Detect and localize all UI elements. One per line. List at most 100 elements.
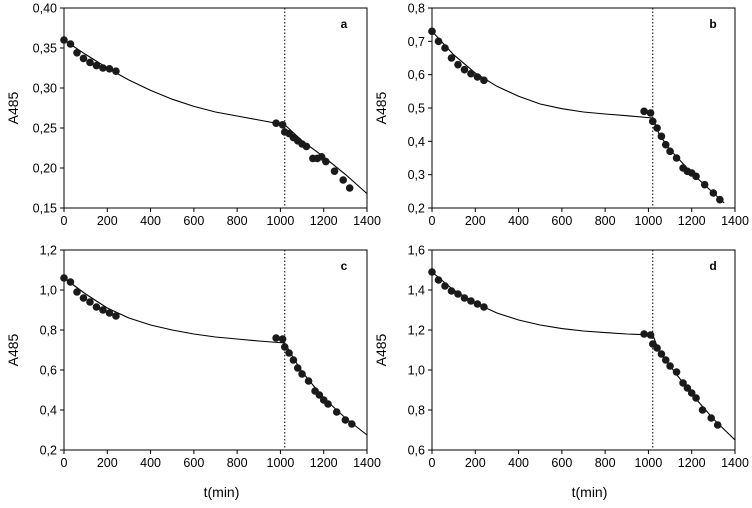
y-tick-label: 0,35 [33, 42, 57, 56]
data-point [700, 180, 709, 189]
x-tick-label: 1200 [678, 456, 706, 470]
data-point [92, 303, 101, 311]
x-tick-label: 800 [227, 214, 248, 228]
data-point [105, 65, 114, 73]
data-point [293, 364, 302, 372]
x-tick-label: 0 [429, 214, 436, 228]
data-point [454, 60, 462, 69]
data-point [716, 195, 724, 204]
x-tick-label: 0 [429, 456, 436, 470]
data-point [666, 362, 674, 370]
plot-frame [63, 7, 368, 209]
data-point [112, 312, 120, 320]
data-point [92, 61, 101, 70]
panel-b: 0 200 400 600 800 1000 1200 1400 0,2 0,3 0,4 0,5 0,6… [373, 2, 749, 229]
data-point [441, 44, 449, 52]
data-point [66, 278, 75, 286]
data-point [272, 119, 280, 127]
x-tick-label: 600 [551, 456, 572, 470]
data-point [454, 290, 462, 298]
data-point [648, 117, 657, 126]
data-point [467, 297, 475, 305]
plot-frame [63, 249, 368, 451]
x-tick-label: 1400 [721, 456, 749, 470]
data-point [332, 408, 341, 416]
data-point [278, 121, 287, 129]
x-tick-label: 800 [227, 456, 248, 470]
panel-d: 0 200 400 600 800 1000 1200 1400 0,6 0,8 1,0 1,2 1,4… [373, 244, 749, 501]
y-tick-label: 1,0 [408, 364, 425, 378]
x-tick-label: 1200 [310, 456, 338, 470]
y-tick-label: 0,4 [40, 404, 57, 418]
data-point [473, 73, 482, 81]
y-tick-label: 0,5 [408, 102, 425, 116]
x-tick-label: 1200 [310, 214, 338, 228]
y-tick-label: 0,3 [408, 168, 425, 182]
data-point [640, 330, 648, 338]
data-point [480, 76, 488, 85]
x-tick-label: 200 [465, 456, 486, 470]
data-point [653, 344, 661, 352]
data-point [657, 350, 666, 358]
x-tick-label: 1000 [267, 456, 295, 470]
data-point [447, 287, 456, 295]
data-point [348, 420, 356, 428]
data-point [112, 67, 120, 75]
data-point [666, 147, 674, 156]
x-tick-label: 400 [508, 456, 529, 470]
data-point [672, 368, 681, 376]
x-tick-label: 1400 [721, 214, 749, 228]
data-point [434, 276, 443, 284]
fit-curve [63, 277, 285, 344]
x-tick-label: 400 [140, 456, 161, 470]
x-tick-label: 600 [551, 214, 572, 228]
data-point [460, 65, 469, 74]
data-point [278, 335, 287, 343]
data-point [341, 416, 350, 424]
x-axis-label: t(min) [204, 484, 240, 500]
y-axis-label: A485 [373, 333, 389, 366]
y-tick-label: 0,30 [33, 82, 57, 96]
data-point [330, 167, 339, 175]
data-point [473, 300, 482, 308]
x-tick-label: 0 [61, 456, 68, 470]
y-tick-label: 0,2 [408, 202, 425, 216]
x-tick-label: 400 [508, 214, 529, 228]
data-point [480, 303, 488, 311]
x-tick-label: 200 [97, 456, 118, 470]
data-point [698, 406, 707, 414]
x-tick-label: 1000 [635, 456, 663, 470]
data-point [428, 268, 436, 276]
x-axis-label: t(min) [572, 484, 608, 500]
y-tick-label: 1,2 [408, 324, 425, 338]
data-point [661, 356, 670, 364]
data-point [653, 124, 661, 132]
y-tick-label: 0,8 [40, 324, 57, 338]
x-tick-label: 0 [61, 214, 68, 228]
data-point [272, 334, 280, 342]
data-point [707, 414, 715, 422]
data-point [86, 58, 94, 67]
data-point [460, 294, 469, 302]
panel-c: 0 200 400 600 800 1000 1200 1400 0,2 0,4 0,6 0,8 1,0… [5, 244, 381, 501]
data-point [79, 54, 88, 63]
y-tick-label: 0,8 [408, 404, 425, 418]
x-tick-label: 200 [465, 214, 486, 228]
data-point [322, 157, 330, 166]
data-point [679, 379, 687, 387]
x-tick-label: 800 [595, 214, 616, 228]
x-tick-label: 400 [140, 214, 161, 228]
data-point [73, 49, 81, 57]
data-point [683, 384, 692, 392]
x-tick-label: 600 [183, 214, 204, 228]
panel-letter: a [341, 17, 348, 31]
fit-curve [431, 271, 653, 336]
y-axis-label: A485 [5, 333, 21, 366]
data-point [441, 282, 449, 290]
y-tick-label: 0,6 [408, 68, 425, 82]
x-tick-label: 600 [183, 456, 204, 470]
data-point [66, 40, 75, 48]
y-tick-label: 0,15 [33, 202, 57, 216]
x-tick-label: 1400 [353, 214, 381, 228]
